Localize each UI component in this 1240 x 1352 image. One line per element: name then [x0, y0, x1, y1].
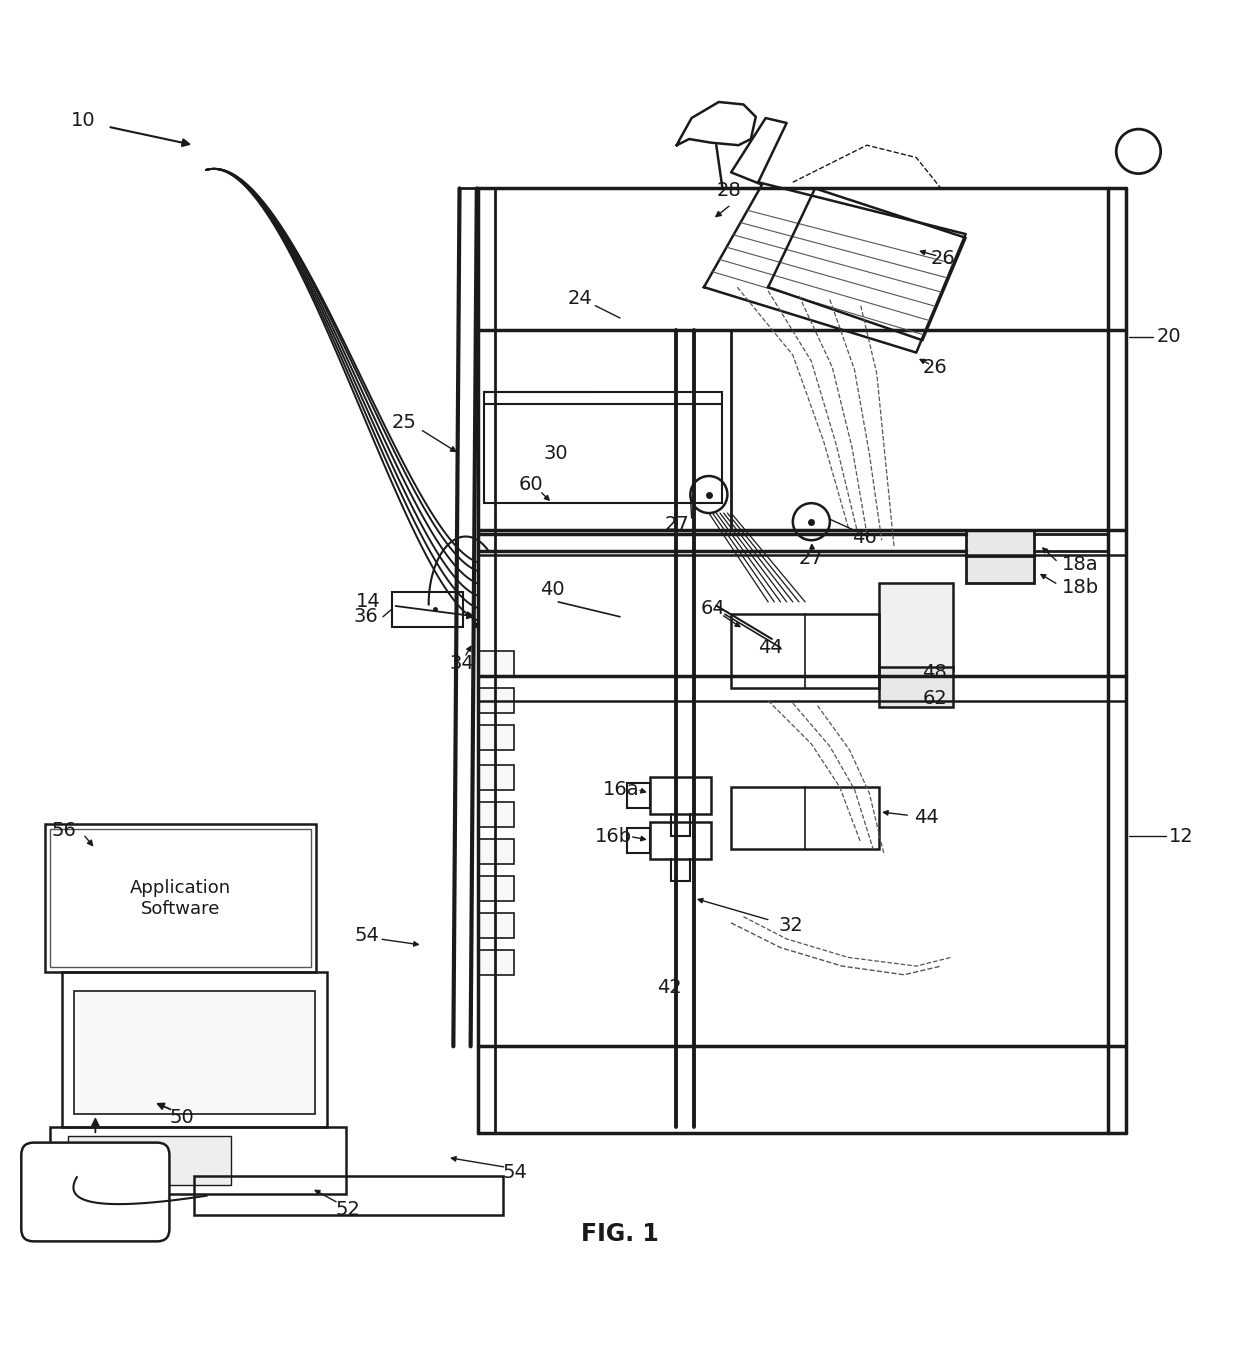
Bar	[479, 330, 732, 530]
Bar	[650, 777, 712, 814]
Text: 30: 30	[543, 445, 568, 464]
Bar	[480, 726, 513, 750]
Text: 16a: 16a	[603, 780, 640, 799]
Text: 64: 64	[701, 599, 725, 618]
Text: 34: 34	[450, 654, 475, 673]
Text: 46: 46	[852, 529, 877, 548]
Bar	[966, 530, 1033, 557]
Text: 12: 12	[1169, 827, 1194, 846]
Text: 36: 36	[353, 607, 378, 626]
Bar	[480, 765, 513, 790]
Text: 50: 50	[170, 1109, 195, 1128]
Text: 14: 14	[356, 592, 381, 611]
FancyBboxPatch shape	[21, 1142, 170, 1241]
Bar	[45, 825, 316, 972]
Text: 32: 32	[777, 915, 802, 934]
Text: 26: 26	[931, 249, 956, 268]
Bar	[392, 592, 464, 626]
Bar	[627, 827, 650, 853]
Text: 56: 56	[52, 821, 77, 840]
Text: 20: 20	[1157, 327, 1182, 346]
Text: 28: 28	[717, 181, 742, 200]
Bar	[195, 1176, 502, 1215]
Text: 44: 44	[914, 808, 939, 827]
Text: 24: 24	[568, 289, 593, 308]
Text: 44: 44	[758, 638, 782, 657]
Bar	[480, 688, 513, 713]
Bar	[480, 802, 513, 826]
Bar	[732, 614, 879, 688]
Bar	[480, 876, 513, 900]
Text: 18a: 18a	[1061, 556, 1099, 575]
Bar	[50, 1126, 346, 1194]
Bar	[480, 913, 513, 938]
Text: 48: 48	[923, 662, 947, 681]
Text: 54: 54	[355, 926, 379, 945]
Text: 54: 54	[502, 1163, 527, 1182]
Text: FIG. 1: FIG. 1	[582, 1222, 658, 1247]
Bar	[480, 652, 513, 676]
Text: 27: 27	[665, 515, 689, 534]
Bar	[50, 829, 311, 967]
Bar	[879, 584, 954, 669]
Text: 40: 40	[539, 580, 564, 599]
Bar	[74, 991, 315, 1114]
Bar	[68, 1137, 231, 1184]
Text: 18b: 18b	[1061, 577, 1099, 596]
Text: 10: 10	[71, 111, 95, 130]
Bar	[484, 392, 723, 503]
Text: 60: 60	[518, 475, 543, 495]
Bar	[480, 950, 513, 975]
Text: 25: 25	[392, 414, 417, 433]
Text: 62: 62	[923, 688, 947, 707]
Text: 26: 26	[923, 358, 947, 377]
Text: 27: 27	[799, 549, 823, 568]
Bar	[966, 556, 1033, 584]
Bar	[650, 822, 712, 859]
Text: 16b: 16b	[595, 827, 632, 846]
Bar	[627, 783, 650, 808]
Text: Application
Software: Application Software	[130, 879, 231, 918]
Bar	[480, 840, 513, 864]
Bar	[62, 972, 327, 1126]
Bar	[879, 668, 954, 707]
Text: 52: 52	[336, 1199, 361, 1218]
Bar	[732, 787, 879, 849]
Text: 42: 42	[657, 977, 682, 996]
